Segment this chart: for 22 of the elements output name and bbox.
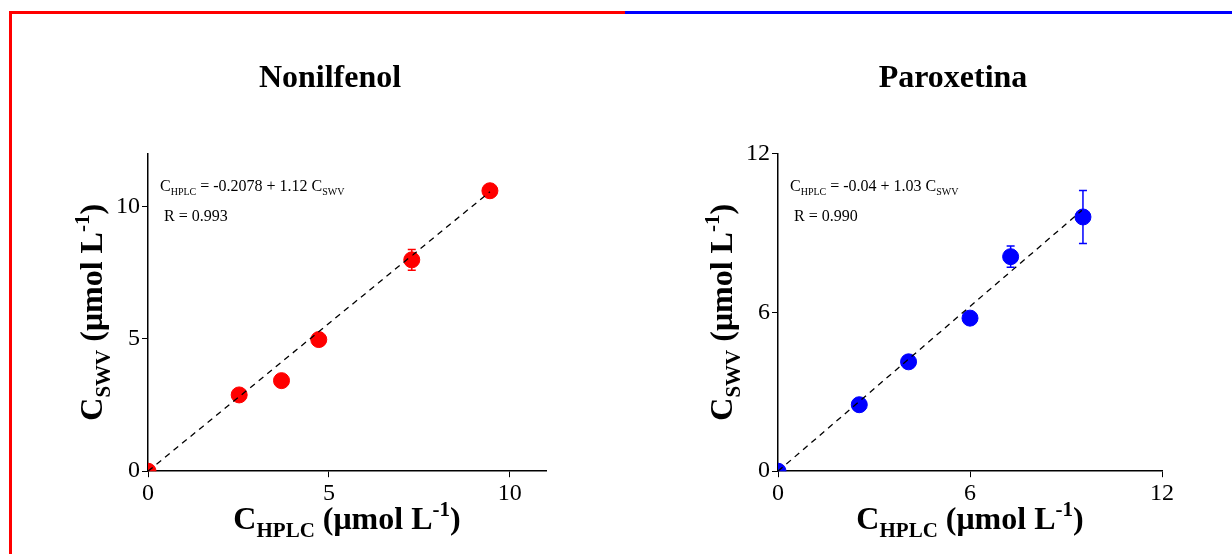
point: [1002, 248, 1020, 266]
y-tick-label: 6: [758, 297, 770, 324]
point: [230, 386, 248, 404]
point: [850, 396, 868, 414]
point: [900, 353, 918, 371]
y-tick-label: 0: [758, 456, 770, 483]
y-tick-label: 10: [116, 191, 140, 218]
point: [481, 182, 499, 200]
x-tick-label: 12: [1150, 478, 1174, 505]
y-tick-label: 0: [128, 456, 140, 483]
y-tick-label: 5: [128, 324, 140, 351]
chart-title: Paroxetina: [878, 58, 1028, 95]
point: [961, 309, 979, 327]
y-axis-title: CSWV (μmol L-1): [70, 203, 115, 421]
y-axis-title: CSWV (μmol L-1): [700, 203, 745, 421]
annotation: R = 0.990: [794, 207, 858, 225]
point: [310, 331, 328, 349]
x-tick-label: 10: [497, 478, 522, 505]
point: [273, 372, 291, 390]
y-tick-label: 12: [746, 138, 770, 165]
chart-title: Nonilfenol: [258, 58, 402, 95]
annotation: R = 0.993: [164, 207, 228, 225]
